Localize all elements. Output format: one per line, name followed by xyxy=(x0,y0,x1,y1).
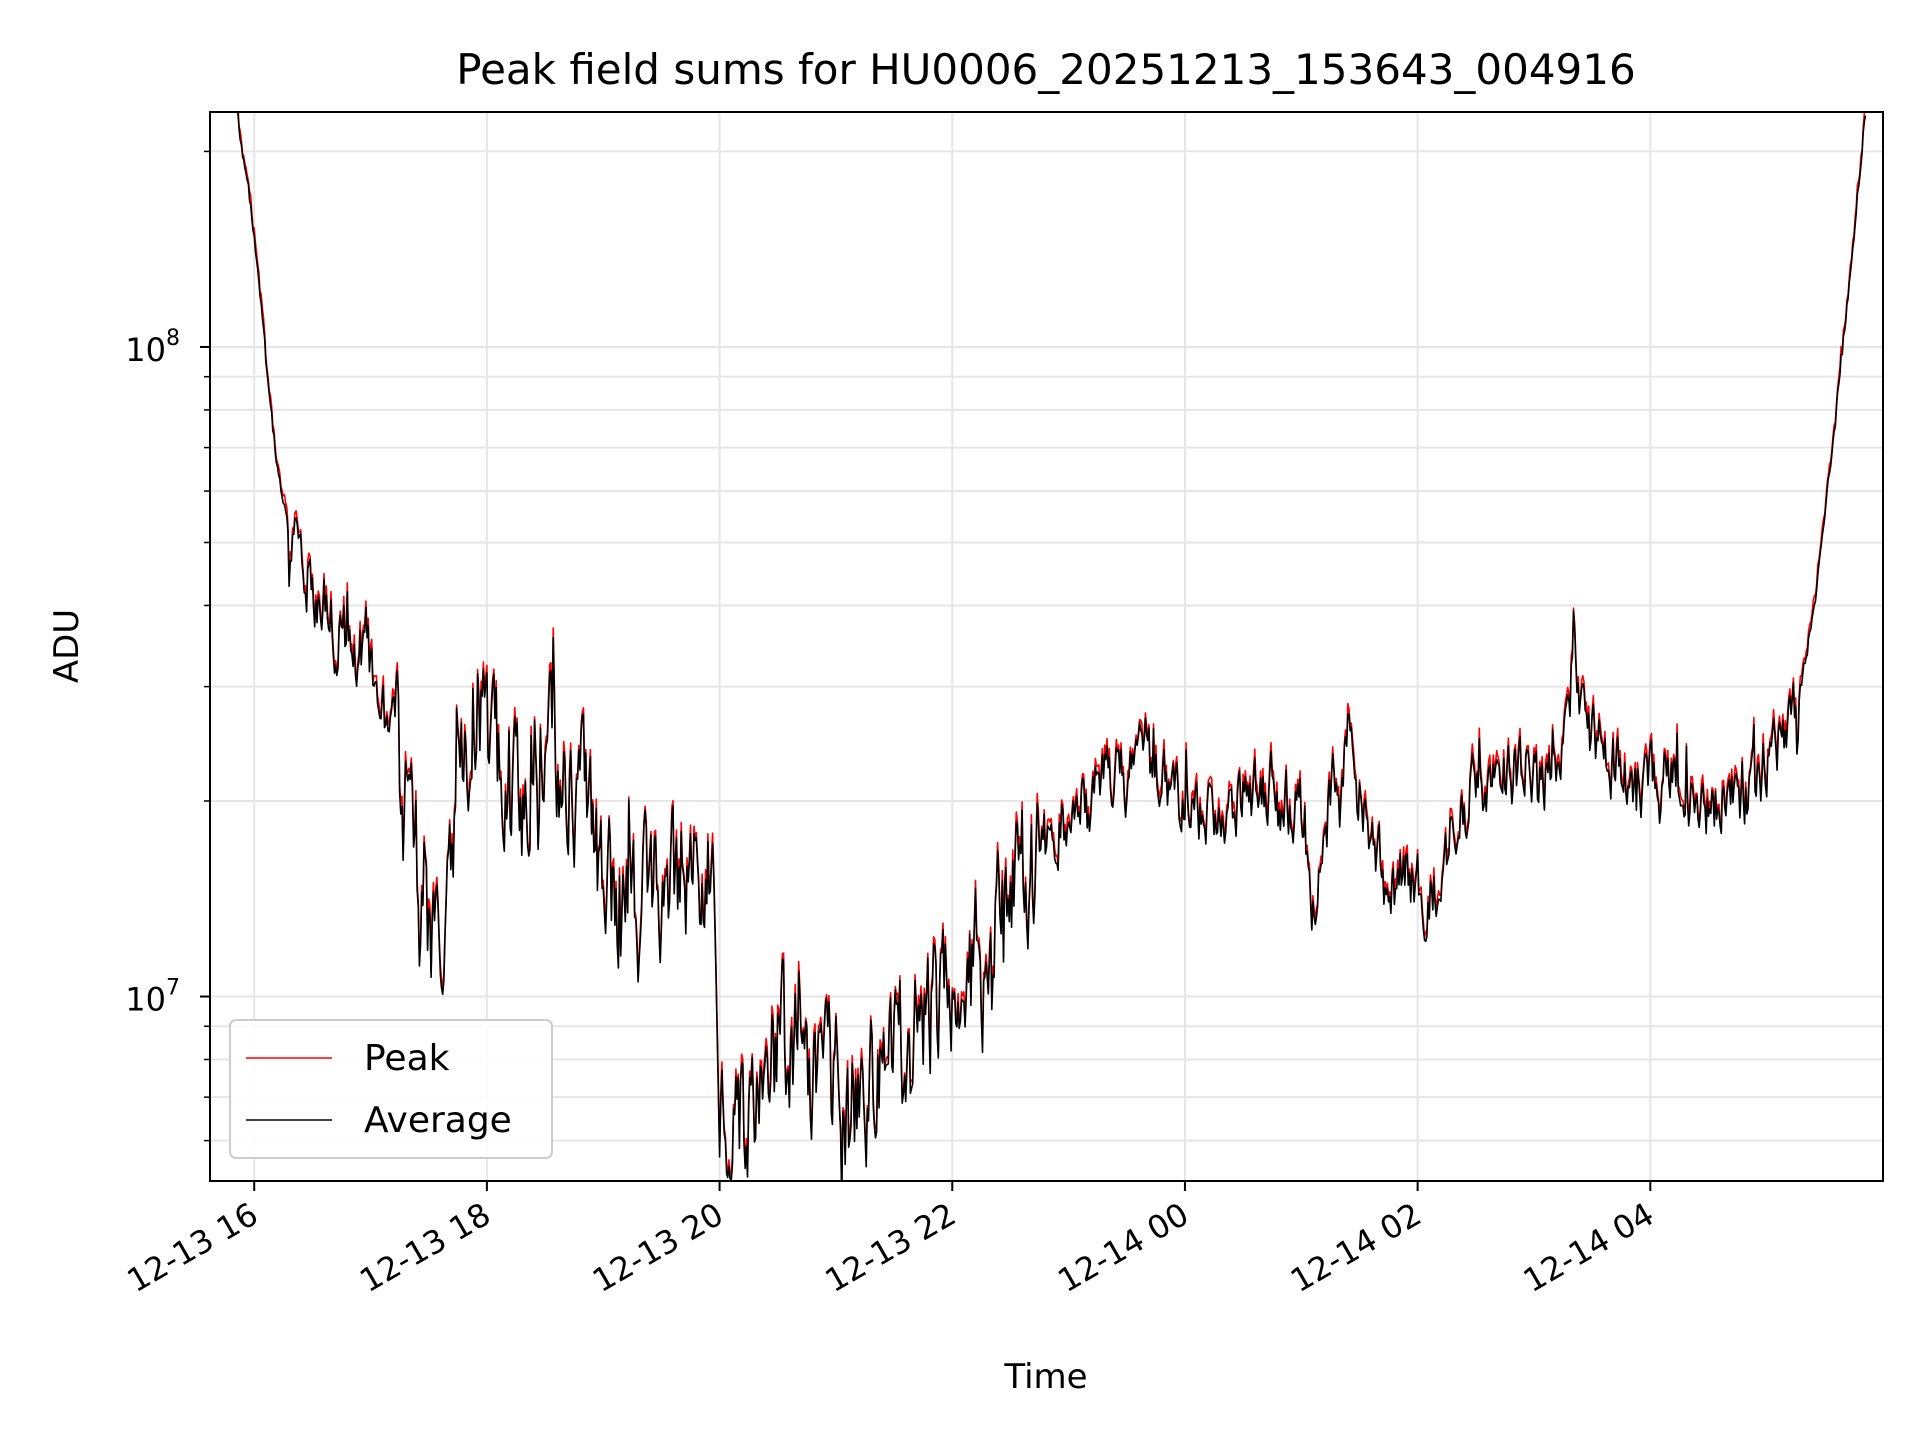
legend-box xyxy=(229,1019,553,1159)
series-layer xyxy=(236,112,1867,1181)
legend-peak-label: Peak xyxy=(364,1038,450,1079)
chart-title: Peak field sums for HU0006_20251213_1536… xyxy=(456,45,1635,94)
plot-frame xyxy=(209,111,1884,1182)
y-tick-exponent: 7 xyxy=(166,976,180,1001)
y-axis-title: ADU xyxy=(47,609,87,683)
legend: Peak Average xyxy=(229,1019,553,1159)
legend-average-label: Average xyxy=(364,1100,512,1141)
y-tick-exponent: 8 xyxy=(166,326,180,351)
x-axis-title: Time xyxy=(1003,1357,1087,1397)
series-average-line xyxy=(236,112,1867,1181)
